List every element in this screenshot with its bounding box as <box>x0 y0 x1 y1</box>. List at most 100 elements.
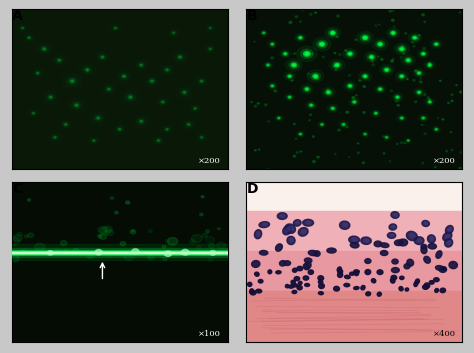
Circle shape <box>346 126 348 128</box>
Ellipse shape <box>283 226 292 235</box>
Circle shape <box>252 8 255 10</box>
Circle shape <box>122 74 127 78</box>
Ellipse shape <box>365 259 371 263</box>
Ellipse shape <box>304 262 311 269</box>
Circle shape <box>383 136 385 137</box>
Circle shape <box>297 35 304 40</box>
Circle shape <box>348 156 350 157</box>
Circle shape <box>137 248 141 252</box>
Circle shape <box>148 255 154 259</box>
Ellipse shape <box>339 221 350 229</box>
Ellipse shape <box>291 280 295 284</box>
Ellipse shape <box>343 223 347 227</box>
Circle shape <box>303 86 311 92</box>
Ellipse shape <box>304 258 312 263</box>
Circle shape <box>69 79 75 83</box>
Circle shape <box>327 91 329 93</box>
Circle shape <box>166 69 168 71</box>
Ellipse shape <box>293 220 301 226</box>
Circle shape <box>306 88 308 90</box>
Circle shape <box>115 28 116 29</box>
Circle shape <box>309 104 313 107</box>
Circle shape <box>139 64 144 67</box>
Circle shape <box>416 71 422 76</box>
Circle shape <box>128 95 133 99</box>
Ellipse shape <box>406 231 417 241</box>
Circle shape <box>396 96 399 98</box>
Circle shape <box>205 230 210 233</box>
Bar <box>12 252 228 253</box>
Circle shape <box>361 73 369 79</box>
Ellipse shape <box>414 237 424 245</box>
Circle shape <box>333 65 337 67</box>
Ellipse shape <box>377 292 381 296</box>
Circle shape <box>209 27 212 29</box>
Circle shape <box>303 51 310 56</box>
Circle shape <box>300 151 301 152</box>
Ellipse shape <box>308 270 313 274</box>
Circle shape <box>300 21 301 22</box>
Circle shape <box>277 117 280 119</box>
Circle shape <box>165 239 169 243</box>
Circle shape <box>293 53 295 54</box>
Ellipse shape <box>256 289 262 293</box>
Circle shape <box>357 152 359 154</box>
Circle shape <box>370 56 373 58</box>
Circle shape <box>393 26 395 27</box>
Circle shape <box>332 61 342 68</box>
Ellipse shape <box>372 279 376 283</box>
Circle shape <box>35 243 45 251</box>
Circle shape <box>289 76 291 77</box>
Circle shape <box>166 129 168 130</box>
Circle shape <box>291 80 293 81</box>
Circle shape <box>73 248 79 253</box>
Circle shape <box>407 139 410 142</box>
Circle shape <box>286 74 293 79</box>
Circle shape <box>74 103 79 107</box>
Circle shape <box>325 27 340 39</box>
Circle shape <box>421 124 423 126</box>
Circle shape <box>288 75 292 78</box>
Circle shape <box>100 55 105 59</box>
Ellipse shape <box>439 267 447 273</box>
Bar <box>12 250 228 255</box>
Circle shape <box>17 232 22 236</box>
Circle shape <box>296 151 299 153</box>
Ellipse shape <box>314 251 320 256</box>
Circle shape <box>209 244 215 248</box>
Circle shape <box>411 35 419 41</box>
Bar <box>246 291 462 342</box>
Circle shape <box>106 229 114 236</box>
Ellipse shape <box>354 287 359 289</box>
Circle shape <box>120 241 126 246</box>
Ellipse shape <box>350 243 359 248</box>
Circle shape <box>126 201 130 204</box>
Circle shape <box>356 95 357 96</box>
Circle shape <box>314 75 317 77</box>
Circle shape <box>340 122 346 127</box>
Circle shape <box>165 128 169 131</box>
Circle shape <box>420 51 427 56</box>
Circle shape <box>317 40 328 48</box>
Circle shape <box>408 140 409 141</box>
Circle shape <box>263 32 264 34</box>
Circle shape <box>139 119 144 123</box>
Circle shape <box>202 233 208 237</box>
Circle shape <box>293 123 295 125</box>
Circle shape <box>118 128 122 131</box>
Circle shape <box>327 89 329 91</box>
Circle shape <box>271 43 274 46</box>
Ellipse shape <box>428 235 436 243</box>
Circle shape <box>289 61 299 69</box>
Circle shape <box>103 226 112 232</box>
Bar <box>246 211 462 254</box>
Ellipse shape <box>449 262 457 269</box>
Ellipse shape <box>434 278 439 282</box>
Circle shape <box>129 96 132 98</box>
Circle shape <box>108 253 111 256</box>
Ellipse shape <box>277 213 287 220</box>
Circle shape <box>418 35 420 36</box>
Circle shape <box>266 64 270 66</box>
Circle shape <box>377 56 379 57</box>
Circle shape <box>123 76 125 77</box>
